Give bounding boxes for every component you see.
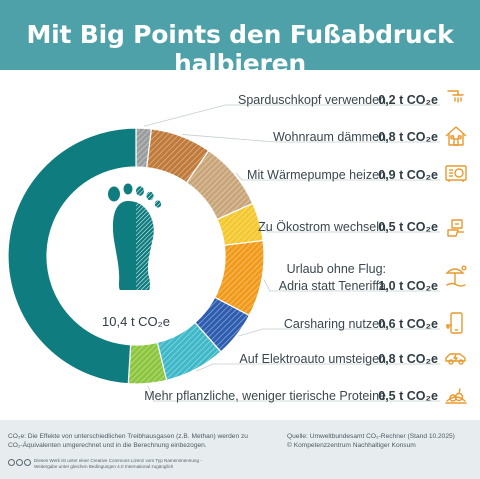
slice-label: Mit Wärmepumpe heizen (247, 168, 386, 182)
leader-line (182, 134, 440, 143)
slice-label: Adria statt Teneriffa (279, 279, 386, 293)
license-block: Dieses Werk ist unter einer Creative Com… (8, 458, 224, 470)
footer: CO₂e: Die Effekte von unterschiedlichen … (0, 420, 480, 479)
slice-value: 0,9 t CO₂e (378, 168, 438, 182)
heat-pump-icon (445, 165, 467, 182)
total-emissions: 10,4 t CO₂e (102, 314, 170, 329)
slice-label: Auf Elektroauto umsteigen (239, 352, 386, 366)
leader-line (147, 385, 440, 402)
co2e-explanation: CO₂e: Die Effekte von unterschiedlichen … (8, 433, 248, 449)
header-banner: Mit Big Points den Fußabdruck halbieren (0, 0, 480, 78)
creative-commons-icon (8, 459, 31, 466)
license-text: Dieses Werk ist unter einer Creative Com… (34, 458, 202, 469)
leader-line (143, 104, 440, 127)
slice-label: Mehr pflanzliche, weniger tierische Prot… (144, 389, 386, 403)
leader-line (260, 220, 440, 233)
slice-label: Carsharing nutzen (284, 317, 386, 331)
smartphone-icon (446, 312, 463, 334)
house-icon (445, 126, 467, 146)
slice-value: 0,2 t CO₂e (378, 93, 438, 107)
slice-label: Sparduschkopf verwenden (238, 93, 386, 107)
footprint-icon (108, 183, 162, 290)
leader-line (196, 363, 440, 372)
slice-value: 1,0 t CO₂e (378, 279, 438, 293)
page-title: Mit Big Points den Fußabdruck halbieren (26, 20, 454, 78)
slice-value: 0,6 t CO₂e (378, 317, 438, 331)
slice-value: 0,5 t CO₂e (378, 220, 438, 234)
slice-value: 0,8 t CO₂e (378, 352, 438, 366)
source-text: Quelle: Umweltbundesamt CO₂-Rechner (Sta… (287, 433, 455, 440)
electric-car-icon (445, 353, 466, 365)
slice-value: 0,5 t CO₂e (378, 389, 438, 403)
green-power-icon (447, 219, 464, 237)
slice-value: 0,8 t CO₂e (378, 130, 438, 144)
donut-slice-remainder (7, 127, 137, 385)
source-block: Quelle: Umweltbundesamt CO₂-Rechner (Sta… (287, 432, 477, 450)
slice-label: Urlaub ohne Flug: (287, 262, 386, 276)
leader-line (238, 328, 440, 337)
shower-icon (447, 90, 464, 103)
leader-line (235, 172, 440, 181)
slice-label: Wohnraum dämmen (273, 130, 386, 144)
slice-label: Zu Ökostrom wechseln (258, 220, 386, 234)
leader-line (263, 279, 440, 292)
beach-umbrella-icon (445, 265, 467, 287)
copyright-text: © Kompetenzzentrum Nachhaltiger Konsum (287, 442, 416, 449)
vegetables-icon (445, 388, 467, 404)
